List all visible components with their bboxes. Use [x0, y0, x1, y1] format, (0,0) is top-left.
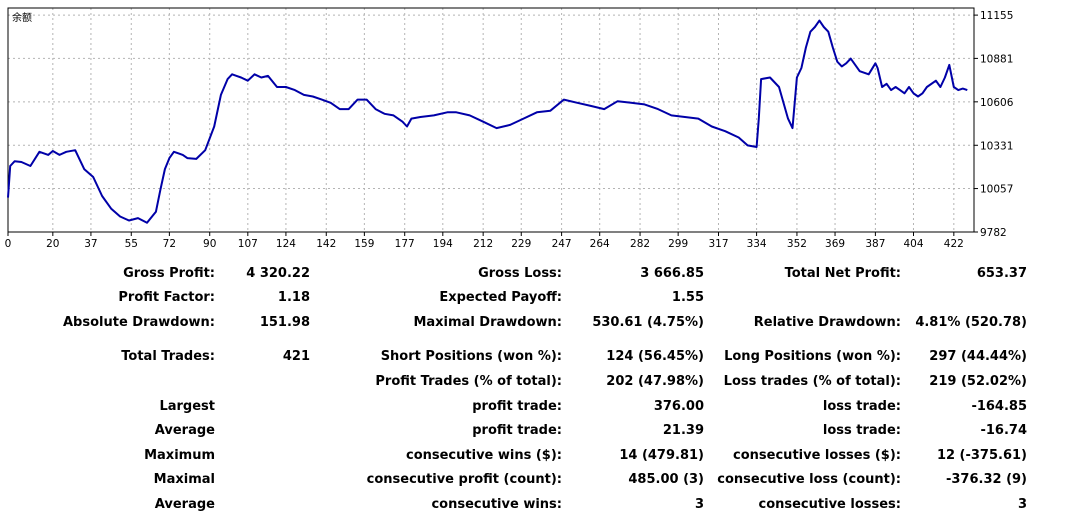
x-tick-label: 369	[825, 238, 845, 250]
total-net-profit-value: 653.37	[976, 266, 1027, 281]
x-tick-label: 107	[238, 238, 258, 250]
profit-factor-value: 1.18	[277, 290, 310, 305]
x-tick-label: 404	[903, 238, 923, 250]
expected-payoff-label: Expected Payoff:	[439, 290, 562, 305]
gross-loss-value: 3 666.85	[640, 266, 704, 281]
profit-factor-label: Profit Factor:	[118, 290, 215, 305]
x-axis-ticks: 0 20 37 55 72 90 107 124 142 159 177 194 212 229 247 26…	[5, 232, 964, 250]
average-consecutive-losses-label: consecutive losses:	[758, 497, 901, 512]
total-trades-value: 421	[282, 349, 310, 364]
x-tick-label: 37	[84, 238, 97, 250]
average-loss-label: loss trade:	[822, 423, 901, 438]
maximum-loss-value: 12 (-375.61)	[936, 448, 1027, 463]
x-tick-label: 299	[668, 238, 688, 250]
average-group-label: Average	[154, 423, 215, 438]
x-tick-label: 334	[747, 238, 767, 250]
maximal-loss-label: consecutive loss (count):	[717, 472, 901, 487]
plot-border	[7, 7, 975, 233]
x-tick-label: 387	[865, 238, 885, 250]
largest-profit-value: 376.00	[653, 399, 704, 414]
y-axis-ticks: 9782 10057 10331 10606 10881 11155	[974, 10, 1014, 239]
x-tick-label: 0	[5, 238, 12, 250]
x-tick-label: 142	[316, 238, 336, 250]
series-layer	[7, 19, 968, 224]
largest-loss-value: -164.85	[971, 399, 1027, 414]
maximal-drawdown-label: Maximal Drawdown:	[413, 315, 562, 330]
x-tick-label: 229	[511, 238, 531, 250]
average-consecutive-wins-label: consecutive wins:	[431, 497, 562, 512]
maximal-loss-value: -376.32 (9)	[945, 472, 1027, 487]
x-tick-label: 159	[354, 238, 374, 250]
relative-drawdown-label: Relative Drawdown:	[753, 315, 901, 330]
average-consecutive-group-label: Average	[154, 497, 215, 512]
profit-trades-label: Profit Trades (% of total):	[375, 374, 562, 389]
maximal-profit-label: consecutive profit (count):	[366, 472, 562, 487]
x-tick-label: 352	[787, 238, 807, 250]
short-positions-label: Short Positions (won %):	[380, 349, 562, 364]
gross-profit-value: 4 320.22	[246, 266, 310, 281]
gross-loss-label: Gross Loss:	[478, 266, 562, 281]
average-profit-label: profit trade:	[472, 423, 562, 438]
expected-payoff-value: 1.55	[671, 290, 704, 305]
maximal-profit-value: 485.00 (3)	[628, 472, 704, 487]
relative-drawdown-value: 4.81% (520.78)	[915, 315, 1027, 330]
x-tick-label: 264	[590, 238, 610, 250]
statistics-panel: Gross Profit: 4 320.22 Gross Loss: 3 666…	[0, 262, 1074, 519]
y-tick-label: 10606	[980, 97, 1014, 109]
x-tick-label: 422	[944, 238, 964, 250]
absolute-drawdown-value: 151.98	[259, 315, 310, 330]
x-tick-label: 194	[433, 238, 453, 250]
largest-profit-label: profit trade:	[472, 399, 562, 414]
x-tick-label: 282	[630, 238, 650, 250]
average-loss-value: -16.74	[980, 423, 1027, 438]
total-net-profit-label: Total Net Profit:	[784, 266, 901, 281]
loss-trades-value: 219 (52.02%)	[929, 374, 1027, 389]
y-tick-label: 10881	[980, 53, 1013, 65]
balance-chart-svg: 余额 0 20 37 55 72 90 107 124 142 159 177 194 212 229 24…	[5, 7, 1014, 250]
maximal-group-label: Maximal	[153, 472, 215, 487]
long-positions-value: 297 (44.44%)	[929, 349, 1027, 364]
maximum-loss-label: consecutive losses ($):	[733, 448, 901, 463]
y-tick-label: 10331	[980, 140, 1013, 152]
short-positions-value: 124 (56.45%)	[606, 349, 704, 364]
chart-title: 余额	[12, 11, 32, 24]
x-tick-label: 212	[473, 238, 493, 250]
x-tick-label: 247	[552, 238, 572, 250]
loss-trades-label: Loss trades (% of total):	[723, 374, 901, 389]
maximal-drawdown-value: 530.61 (4.75%)	[592, 315, 704, 330]
y-tick-label: 10057	[980, 184, 1013, 196]
x-tick-label: 177	[395, 238, 415, 250]
x-tick-label: 90	[203, 238, 216, 250]
average-consecutive-losses-value: 3	[1017, 497, 1027, 512]
maximum-profit-value: 14 (479.81)	[619, 448, 704, 463]
gross-profit-label: Gross Profit:	[123, 266, 215, 281]
total-trades-label: Total Trades:	[121, 349, 215, 364]
x-tick-label: 124	[276, 238, 296, 250]
y-tick-label: 9782	[980, 227, 1007, 239]
average-consecutive-wins-value: 3	[694, 497, 704, 512]
y-tick-label: 11155	[980, 10, 1013, 22]
x-tick-label: 20	[46, 238, 59, 250]
x-tick-label: 72	[163, 238, 176, 250]
x-tick-label: 55	[125, 238, 138, 250]
balance-chart: 余额 0 20 37 55 72 90 107 124 142 159 177 194 212 229 24…	[0, 0, 1074, 256]
chart-grid	[7, 8, 974, 233]
largest-loss-label: loss trade:	[822, 399, 901, 414]
long-positions-label: Long Positions (won %):	[724, 349, 901, 364]
largest-group-label: Largest	[159, 399, 215, 414]
average-profit-value: 21.39	[662, 423, 704, 438]
maximum-profit-label: consecutive wins ($):	[405, 448, 562, 463]
maximum-group-label: Maximum	[144, 448, 215, 463]
profit-trades-value: 202 (47.98%)	[606, 374, 704, 389]
x-tick-label: 317	[708, 238, 728, 250]
balance-series-line	[7, 19, 968, 224]
absolute-drawdown-label: Absolute Drawdown:	[63, 315, 215, 330]
